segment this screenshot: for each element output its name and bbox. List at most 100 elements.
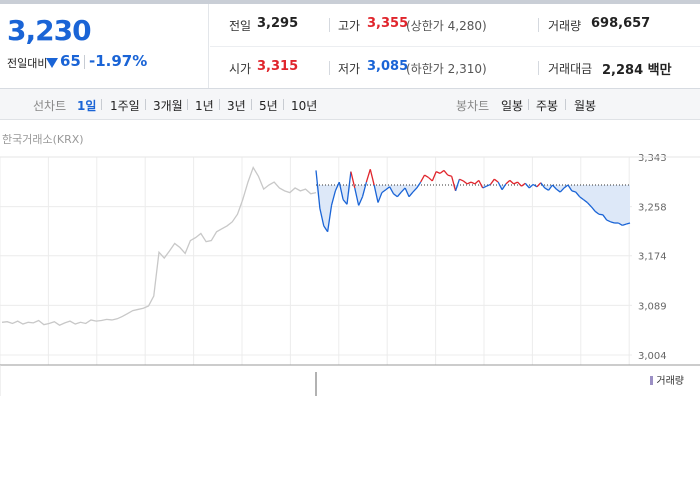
- candle-chart-title: 봉차트: [456, 99, 490, 113]
- today-series-segment: [451, 176, 457, 192]
- prev-close-value: 3,295: [257, 16, 299, 31]
- today-series-segment: [528, 183, 534, 189]
- open-label: 시가: [229, 62, 252, 76]
- today-series-segment: [435, 171, 441, 174]
- today-series-segment: [555, 188, 561, 193]
- today-series-segment: [412, 187, 418, 193]
- divider: [84, 55, 85, 69]
- today-series-segment: [551, 184, 557, 190]
- today-series-segment: [454, 178, 461, 192]
- trade-amount-label: 거래대금: [548, 62, 593, 76]
- today-series-segment: [497, 181, 503, 191]
- today-series-segment: [559, 187, 565, 193]
- today-series-segment: [602, 214, 608, 221]
- volume-label: 거래량: [548, 19, 582, 33]
- today-series-segment: [583, 199, 588, 204]
- today-series-segment: [489, 178, 495, 185]
- today-series-segment: [443, 170, 449, 176]
- quote-header: 3,230 전일대비 65 -1.97% 전일 3,295 고가 3,355 (…: [0, 4, 700, 89]
- today-series-segment: [594, 210, 600, 215]
- prev-day-series-line: [1, 165, 317, 326]
- today-series-segment: [567, 184, 573, 192]
- top-border: [0, 0, 700, 4]
- range-5y-tab[interactable]: 5년: [259, 99, 278, 113]
- range-1d-tab[interactable]: 1일: [77, 99, 97, 113]
- open-value: 3,315: [257, 59, 299, 74]
- today-series-segment: [544, 187, 549, 191]
- today-series-segment: [315, 170, 321, 209]
- today-series-segment: [404, 187, 410, 197]
- today-series-segment: [319, 208, 325, 227]
- divider: [101, 99, 102, 110]
- y-tick-label: 3,004: [638, 351, 667, 362]
- today-series-segment: [625, 222, 631, 225]
- today-series-segment: [493, 178, 499, 183]
- today-series-segment: [486, 183, 491, 187]
- today-series-segment: [365, 169, 371, 183]
- today-series-segment: [381, 189, 387, 194]
- today-series-segment: [590, 206, 596, 212]
- current-price: 3,230: [7, 14, 92, 47]
- range-1y-tab[interactable]: 1년: [195, 99, 214, 113]
- below-reference-fill: [316, 185, 630, 232]
- today-series-segment: [536, 182, 542, 188]
- today-series-segment: [509, 179, 515, 185]
- divider: [538, 18, 539, 32]
- today-series-segment: [478, 180, 484, 189]
- today-series-segment: [586, 202, 592, 208]
- today-series-segment: [459, 178, 464, 182]
- today-series-segment: [431, 171, 437, 182]
- upper-limit-text: (상한가 4,280): [406, 19, 487, 33]
- today-series-segment: [610, 221, 615, 224]
- today-series-segment: [416, 181, 422, 189]
- today-series-segment: [474, 179, 480, 185]
- range-10y-tab[interactable]: 10년: [291, 99, 318, 113]
- chart-toolbar: 선차트 1일 1주일 3개월 1년 3년 5년 10년 봉차트 일봉 주봉 월봉: [0, 89, 700, 120]
- candle-weekly-tab[interactable]: 주봉: [536, 99, 559, 113]
- range-3m-tab[interactable]: 3개월: [153, 99, 183, 113]
- today-series-segment: [466, 181, 472, 185]
- candle-daily-tab[interactable]: 일봉: [501, 99, 524, 113]
- today-series-segment: [330, 190, 337, 206]
- volume-legend-label: 거래량: [656, 376, 684, 387]
- divider: [251, 99, 252, 110]
- today-series-segment: [377, 192, 383, 203]
- today-series-segment: [482, 185, 487, 189]
- volume-value: 698,657: [591, 16, 651, 31]
- today-series-segment: [396, 191, 402, 198]
- today-series-segment: [462, 180, 468, 185]
- change-percent: -1.97%: [89, 52, 148, 70]
- volume-legend-swatch: [650, 376, 654, 385]
- today-series-segment: [369, 169, 375, 186]
- today-series-segment: [393, 193, 398, 198]
- today-series-segment: [524, 182, 530, 189]
- today-series-segment: [358, 196, 364, 206]
- range-3y-tab[interactable]: 3년: [227, 99, 246, 113]
- today-series-segment: [532, 183, 538, 188]
- candle-monthly-tab[interactable]: 월봉: [574, 99, 597, 113]
- today-series-segment: [326, 205, 333, 232]
- y-tick-label: 3,174: [638, 252, 667, 263]
- today-series-segment: [501, 183, 507, 191]
- today-series-segment: [354, 187, 360, 206]
- today-series-segment: [323, 225, 329, 233]
- today-series-segment: [606, 219, 611, 223]
- high-value: 3,355: [367, 16, 409, 31]
- today-series-segment: [338, 181, 344, 200]
- today-series-segment: [598, 213, 603, 216]
- today-series-segment: [373, 184, 379, 203]
- today-series-segment: [622, 223, 627, 226]
- plot-area: [1, 165, 631, 326]
- today-series-segment: [424, 174, 429, 178]
- row-divider: [210, 46, 700, 47]
- today-series-segment: [571, 190, 576, 193]
- today-series-segment: [439, 169, 445, 174]
- high-label: 고가: [338, 19, 361, 33]
- divider: [145, 99, 146, 110]
- price-chart: 3,343 3,258 3,174 3,089 3,004: [0, 153, 700, 396]
- today-series-segment: [400, 187, 406, 193]
- lower-limit-text: (하한가 2,310): [406, 62, 487, 76]
- today-series-segment: [408, 191, 414, 198]
- range-1w-tab[interactable]: 1주일: [110, 99, 140, 113]
- today-series-segment: [521, 182, 526, 187]
